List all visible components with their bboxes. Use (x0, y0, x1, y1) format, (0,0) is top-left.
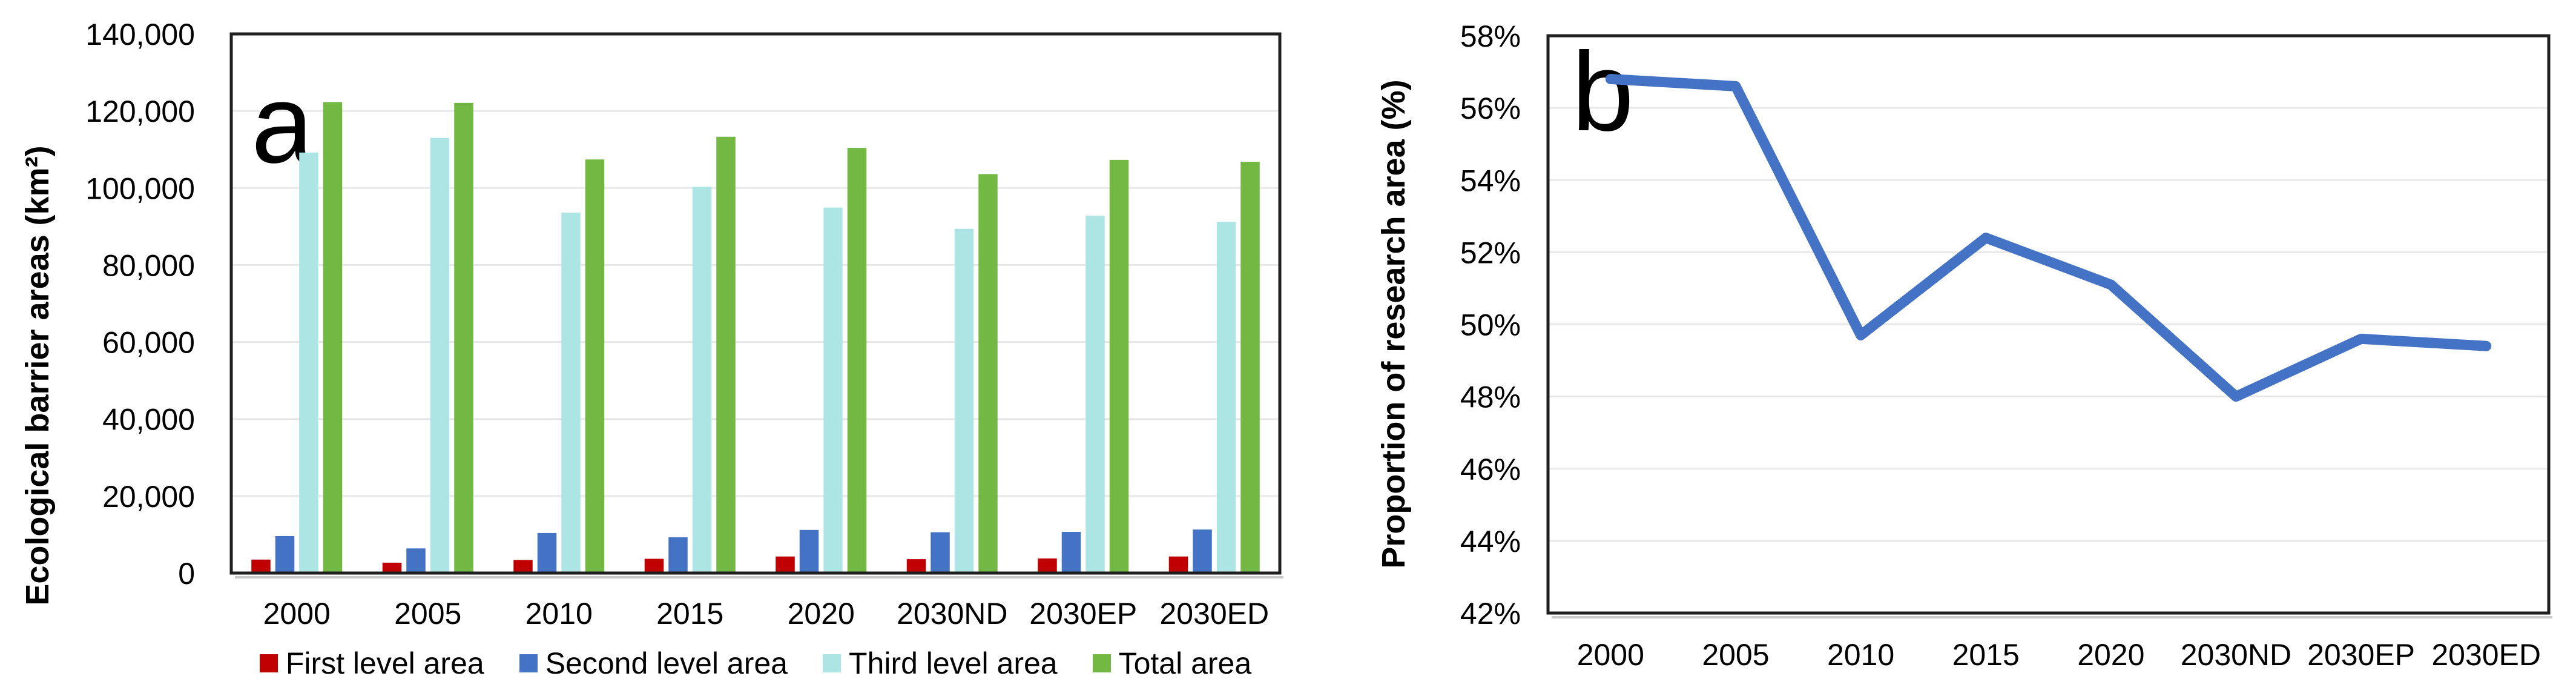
bar-total-area-2005 (454, 102, 473, 574)
x-tick-label: 2010 (525, 597, 593, 631)
x-tick-label: 2030ND (897, 597, 1007, 631)
y-axis-title: Ecological barrier areas (km²) (19, 145, 56, 605)
x-tick-label: 2030ND (2181, 638, 2291, 672)
legend: First level area Second level area Third l… (231, 646, 1280, 681)
x-tick-label: 2020 (2077, 638, 2144, 672)
legend-swatch-second-level-area (519, 654, 538, 672)
bar-second-level-area-2005 (406, 548, 426, 573)
x-tick-label: 2010 (1827, 638, 1894, 672)
bar-first-level-area-2010 (513, 560, 533, 573)
bar-third-level-area-2030ND (954, 228, 974, 574)
bar-first-level-area-2030EP (1038, 558, 1057, 573)
y-tick-label: 44% (1460, 525, 1521, 559)
legend-item: First level area (259, 646, 484, 681)
y-tick-label: 140,000 (85, 18, 195, 51)
trend-line (1605, 73, 2492, 402)
x-tick-label: 2000 (1577, 638, 1644, 672)
bar-second-level-area-2010 (537, 532, 557, 573)
bar-first-level-area-2020 (776, 556, 795, 573)
legend-swatch-total-area (1092, 654, 1111, 672)
y-tick-label: 120,000 (85, 94, 195, 128)
bar-third-level-area-2010 (561, 212, 581, 573)
y-axis-title: Proportion of research area (%) (1375, 79, 1412, 568)
y-tick-label: 0 (178, 557, 195, 591)
legend-label: Total area (1118, 646, 1252, 680)
bar-total-area-2015 (716, 136, 736, 573)
bar-total-area-2000 (323, 102, 343, 573)
panel-b-line-chart: 42% 44% 46% 48% 50% 52% 54% 56% 58% 2000 2005 2010 2… (1375, 19, 2552, 672)
bar-third-level-area-2000 (299, 152, 318, 574)
x-tick-label: 2000 (263, 597, 331, 631)
panel-label-b: b (1572, 30, 1634, 154)
y-tick-label: 50% (1460, 308, 1521, 342)
bar-second-level-area-2000 (275, 536, 295, 573)
x-tick-label: 2030EP (1029, 597, 1137, 631)
panel-a-bar-chart: 0 20,000 40,000 60,000 80,000 100,000 120,000 1… (19, 18, 1283, 631)
legend-label: First level area (285, 646, 484, 680)
bar-third-level-area-2030ED (1216, 222, 1236, 573)
bar-first-level-area-2030ND (906, 559, 926, 573)
bar-total-area-2030ND (978, 174, 998, 573)
x-tick-label: 2015 (656, 597, 723, 631)
bar-second-level-area-2015 (668, 537, 688, 573)
y-tick-label: 40,000 (102, 403, 195, 437)
legend-item: Total area (1092, 646, 1252, 681)
bar-third-level-area-2030EP (1085, 216, 1105, 573)
x-tick-label: 2030EP (2307, 638, 2415, 672)
y-tick-label: 46% (1460, 453, 1521, 486)
bar-total-area-2030EP (1109, 159, 1129, 574)
legend-label: Second level area (545, 646, 788, 680)
plot-area (231, 34, 1280, 573)
bar-first-level-area-2005 (382, 562, 402, 573)
bar-first-level-area-2030ED (1168, 556, 1188, 573)
x-tick-label: 2005 (394, 597, 461, 631)
y-tick-label: 80,000 (102, 248, 195, 282)
y-tick-label: 56% (1460, 91, 1521, 125)
y-tick-label: 54% (1460, 164, 1521, 197)
plot-border (229, 32, 1282, 575)
bar-third-level-area-2005 (430, 138, 450, 574)
y-tick-label: 48% (1460, 380, 1521, 414)
bar-second-level-area-2020 (799, 529, 819, 573)
y-tick-label: 60,000 (102, 326, 195, 360)
bar-second-level-area-2030ND (931, 532, 950, 573)
legend-item: Third level area (822, 646, 1058, 681)
bar-first-level-area-2015 (644, 559, 664, 573)
legend-swatch-first-level-area (259, 654, 278, 672)
y-tick-label: 20,000 (102, 480, 195, 514)
y-tick-label: 42% (1460, 597, 1521, 631)
legend-label: Third level area (848, 646, 1058, 680)
x-tick-label: 2030ED (2431, 638, 2541, 672)
bar-third-level-area-2020 (823, 207, 843, 573)
y-tick-label: 52% (1460, 236, 1521, 270)
bar-second-level-area-2030EP (1061, 531, 1081, 573)
x-tick-label: 2030ED (1159, 597, 1269, 631)
bar-total-area-2020 (847, 148, 867, 573)
bar-first-level-area-2000 (251, 559, 271, 573)
legend-swatch-third-level-area (822, 654, 841, 672)
bar-total-area-2030ED (1240, 162, 1260, 573)
y-tick-label: 58% (1460, 19, 1521, 53)
legend-item: Second level area (519, 646, 788, 681)
x-tick-label: 2005 (1702, 638, 1769, 672)
bar-second-level-area-2030ED (1193, 529, 1212, 573)
x-tick-label: 2015 (1952, 638, 2020, 672)
x-tick-label: 2020 (788, 597, 855, 631)
y-tick-label: 100,000 (85, 171, 195, 205)
bar-total-area-2010 (585, 159, 605, 573)
bar-third-level-area-2015 (692, 187, 712, 574)
plot-border (1546, 34, 2551, 615)
